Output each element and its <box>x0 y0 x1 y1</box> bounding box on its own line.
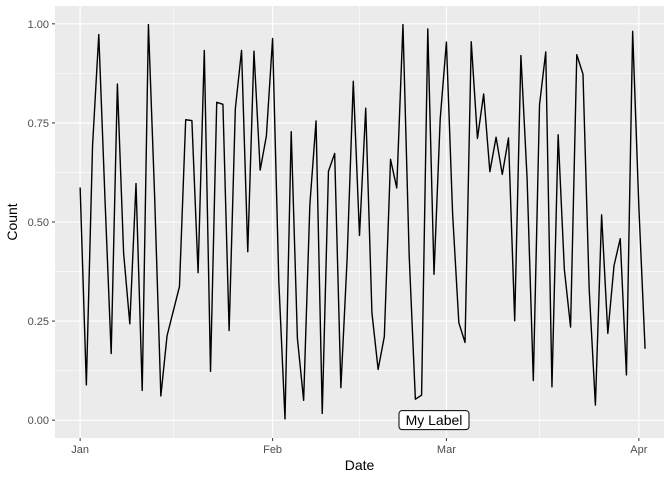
x-tick-label: Jan <box>71 444 89 456</box>
y-axis-tick-labels: 0.00 0.25 0.50 0.75 1.00 <box>28 19 49 427</box>
series-line <box>79 23 646 420</box>
annotation-label: My Label <box>398 410 470 431</box>
y-axis-title: Count <box>4 203 20 240</box>
x-tick-label: Mar <box>437 444 456 456</box>
annotation-text: My Label <box>406 412 463 428</box>
x-tick-label: Feb <box>263 444 282 456</box>
x-axis-title: Date <box>345 457 375 473</box>
axis-ticks <box>52 23 640 441</box>
y-tick-label: 0.25 <box>28 316 49 328</box>
x-axis-tick-labels: Jan Feb Mar Apr <box>71 444 647 456</box>
y-tick-label: 1.00 <box>28 19 49 31</box>
y-tick-label: 0.75 <box>28 118 49 130</box>
y-tick-label: 0.00 <box>28 415 49 427</box>
y-tick-label: 0.50 <box>28 217 49 229</box>
annotation-box <box>398 410 470 431</box>
x-tick-label: Apr <box>630 444 647 456</box>
